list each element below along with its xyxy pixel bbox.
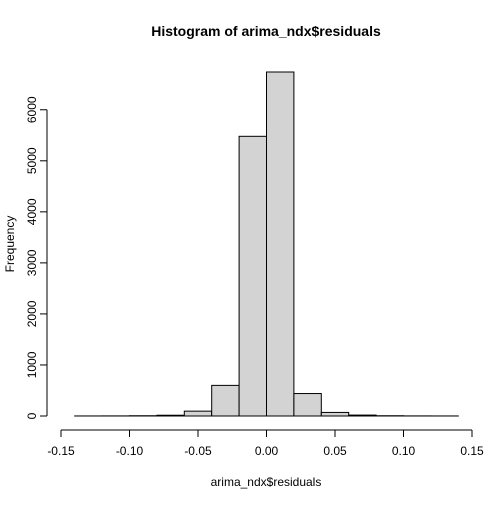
x-tick-label: 0.05 — [323, 444, 347, 458]
histogram-bar — [157, 415, 184, 416]
histogram-bar — [212, 385, 239, 416]
x-tick-label: 0.00 — [255, 444, 279, 458]
y-tick-label: 4000 — [25, 198, 39, 225]
histogram-bar — [239, 136, 266, 416]
y-tick-label: 5000 — [25, 147, 39, 174]
histogram-bar — [267, 72, 294, 416]
x-tick-label: -0.10 — [116, 444, 144, 458]
bars-group — [75, 72, 459, 416]
y-tick-label: 1000 — [25, 351, 39, 378]
x-axis: -0.15 -0.10 -0.05 0.00 0.05 0.10 0.15 — [47, 430, 484, 458]
chart-title: Histogram of arima_ndx$residuals — [151, 23, 381, 39]
y-tick-label: 3000 — [25, 249, 39, 276]
histogram-bar — [294, 394, 321, 416]
x-tick-label: -0.05 — [184, 444, 212, 458]
histogram-bar — [349, 415, 376, 416]
x-tick-label: 0.15 — [460, 444, 484, 458]
y-tick-label: 6000 — [25, 96, 39, 123]
x-tick-label: 0.10 — [392, 444, 416, 458]
y-axis: 0 1000 2000 3000 4000 5000 6000 — [25, 96, 47, 419]
histogram-bar — [321, 412, 348, 416]
x-axis-label: arima_ndx$residuals — [211, 475, 322, 489]
histogram-bar — [184, 411, 211, 416]
y-axis-label: Frequency — [3, 216, 17, 273]
x-tick-label: -0.15 — [47, 444, 75, 458]
y-tick-label: 2000 — [25, 300, 39, 327]
y-tick-label: 0 — [25, 412, 39, 419]
